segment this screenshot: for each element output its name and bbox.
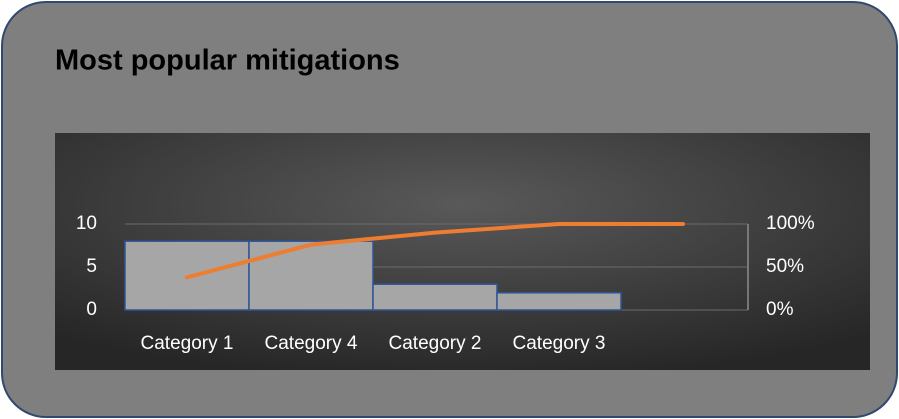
y2-tick-label: 50%: [766, 256, 804, 277]
y-tick-label: 10: [76, 213, 97, 234]
y2-tick-label: 0%: [766, 299, 794, 320]
chart-title: Most popular mitigations: [55, 45, 400, 77]
bar: [372, 283, 498, 311]
line: [185, 222, 685, 280]
x-tick-label: Category 3: [513, 333, 606, 354]
bar: [248, 240, 374, 311]
x-tick-label: Category 1: [141, 333, 234, 354]
y-tick-label: 5: [86, 256, 97, 277]
y2-tick-label: 100%: [766, 213, 815, 234]
bar: [496, 292, 622, 311]
x-tick-label: Category 2: [389, 333, 482, 354]
y-tick-label: 0: [86, 299, 97, 320]
x-tick-label: Category 4: [265, 333, 358, 354]
